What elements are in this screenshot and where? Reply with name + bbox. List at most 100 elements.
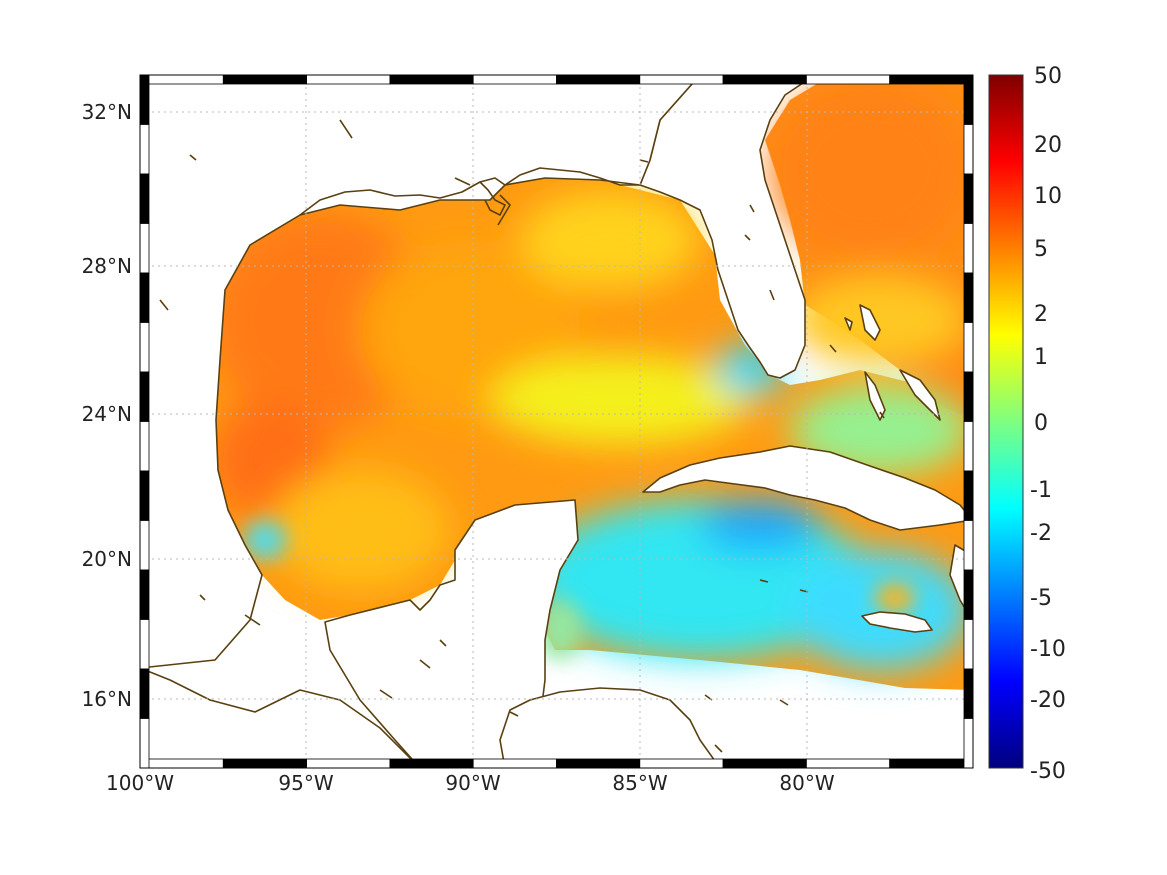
frame-segment	[963, 718, 974, 769]
colorbar-tick-label: 50	[1034, 64, 1062, 89]
central-america-land	[140, 667, 421, 768]
frame-segment	[963, 470, 974, 521]
y-tick-label: 32°N	[82, 100, 132, 124]
frame-segment	[963, 173, 974, 224]
colorbar-tick-label: -20	[1030, 688, 1066, 713]
frame-segment	[139, 322, 150, 373]
y-tick-label: 28°N	[82, 254, 132, 278]
frame-segment	[389, 74, 474, 85]
colorbar-gradient	[988, 74, 1024, 769]
map-frame	[139, 74, 974, 769]
frame-segment	[639, 758, 724, 769]
colorbar-tick-label: -10	[1030, 637, 1066, 662]
field-blob-jamaica-n	[875, 583, 915, 613]
frame-segment	[963, 371, 974, 422]
field-blob-caribbean-e	[790, 550, 970, 670]
y-tick-label: 16°N	[82, 687, 132, 711]
grid-lines	[140, 75, 973, 768]
frame-segment	[139, 421, 150, 472]
cuba-land	[642, 445, 973, 531]
x-tick-label: 80°W	[779, 771, 834, 795]
field-blob-east-shelf	[520, 190, 700, 290]
frame-segment	[722, 758, 807, 769]
frame-segment	[222, 758, 308, 769]
frame-segment	[722, 74, 807, 85]
x-tick-label: 100°W	[106, 771, 174, 795]
frame-segment	[139, 758, 224, 769]
y-tick-label: 24°N	[82, 402, 132, 426]
gulf-north-coast	[299, 167, 640, 216]
field-blob-bahamas	[790, 385, 970, 475]
land-layer	[140, 75, 973, 768]
frame-segment	[139, 569, 150, 620]
colorbar-tick-label: 5	[1034, 237, 1048, 262]
field-blob-atlantic-s	[790, 275, 970, 365]
field-blob-loop	[490, 355, 750, 445]
frame-segment	[963, 619, 974, 670]
y-tick-labels: 32°N 28°N 24°N 20°N 16°N	[82, 100, 132, 711]
frame-segment	[222, 74, 308, 85]
frame-segment	[139, 173, 150, 224]
colorbar: 50 20 10 5 2 1 0 -1 -2 -5 -10 -20 -50	[988, 64, 1066, 784]
frame-segment	[139, 520, 150, 571]
frame-segment	[139, 223, 150, 274]
y-tick-label: 20°N	[82, 547, 132, 571]
frame-segment	[139, 74, 150, 125]
x-tick-label: 95°W	[278, 771, 333, 795]
colorbar-tick-label: -50	[1030, 759, 1066, 784]
frame-segment	[889, 74, 974, 85]
colorbar-tick-label: -2	[1030, 521, 1052, 546]
colorbar-tick-label: 20	[1034, 133, 1062, 158]
frame-segment	[963, 223, 974, 274]
frame-segment	[806, 74, 891, 85]
frame-segment	[139, 74, 224, 85]
colorbar-tick-label: -1	[1030, 478, 1052, 503]
field-blob-south-cuba	[700, 500, 820, 550]
frame-segment	[963, 668, 974, 719]
x-tick-label: 85°W	[612, 771, 667, 795]
field-blob-atlantic-n	[770, 80, 970, 260]
frame-segment	[963, 520, 974, 571]
colorbar-tick-label: -5	[1030, 586, 1052, 611]
frame-segment	[963, 421, 974, 472]
frame-segment	[556, 74, 641, 85]
yucatan-land	[324, 499, 579, 768]
frame-segment	[963, 322, 974, 373]
field-blob-campeche	[270, 470, 450, 590]
frame-segment	[963, 74, 974, 125]
frame-segment	[963, 124, 974, 175]
frame-segment	[306, 74, 391, 85]
colorbar-labels: 50 20 10 5 2 1 0 -1 -2 -5 -10 -20 -50	[1030, 64, 1066, 784]
frame-segment	[139, 272, 150, 323]
mexico-land	[140, 75, 701, 768]
frame-segment	[556, 758, 641, 769]
frame-segment	[639, 74, 724, 85]
colorbar-tick-label: 10	[1034, 184, 1062, 209]
frame-segment	[139, 718, 150, 769]
frame-segment	[963, 569, 974, 620]
frame-segment	[139, 124, 150, 175]
frame-border	[139, 74, 974, 769]
colorbar-tick-label: 0	[1034, 411, 1048, 436]
colorbar-tick-label: 2	[1034, 302, 1048, 327]
frame-segment	[139, 470, 150, 521]
x-tick-label: 90°W	[445, 771, 500, 795]
jamaica-land	[861, 611, 933, 633]
mississippi-delta	[479, 181, 511, 226]
frame-segment	[306, 758, 391, 769]
frame-segment	[806, 758, 891, 769]
x-tick-labels: 100°W 95°W 90°W 85°W 80°W	[106, 771, 835, 795]
small-islands	[159, 119, 885, 753]
frame-segment	[889, 758, 974, 769]
frame-segment	[389, 758, 474, 769]
frame-segment	[139, 371, 150, 422]
frame-segment	[139, 619, 150, 670]
colorbar-tick-label: 1	[1034, 345, 1048, 370]
field-blob-bay-west	[243, 520, 287, 560]
frame-segment	[472, 74, 557, 85]
frame-segment	[963, 272, 974, 323]
sea-level-field	[210, 80, 972, 690]
frame-segment	[472, 758, 557, 769]
frame-segment	[139, 668, 150, 719]
